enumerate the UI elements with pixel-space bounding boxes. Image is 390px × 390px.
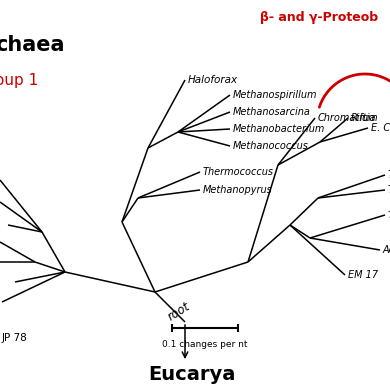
Text: Haloforax: Haloforax (188, 75, 238, 85)
Text: Methanobacterium: Methanobacterium (233, 124, 325, 134)
Text: Eucarya: Eucarya (148, 365, 236, 385)
Text: chaea: chaea (0, 35, 64, 55)
Text: Thermoto: Thermoto (388, 211, 390, 220)
Text: Methanosarcina: Methanosarcina (233, 107, 311, 117)
Text: oup 1: oup 1 (0, 73, 38, 87)
Text: Methanopyrus: Methanopyrus (203, 185, 273, 195)
Text: Methanococcus: Methanococcus (233, 141, 309, 151)
Text: Th: Th (388, 185, 390, 195)
Text: β- and γ-Proteob: β- and γ-Proteob (260, 11, 378, 25)
Text: root: root (165, 300, 192, 324)
Text: The: The (388, 170, 390, 180)
Text: Thermococcus: Thermococcus (203, 167, 274, 177)
Text: Methanospirillum: Methanospirillum (233, 90, 317, 100)
Text: EM 17: EM 17 (348, 270, 378, 280)
Text: JP 78: JP 78 (2, 333, 28, 343)
Text: Chromatium: Chromatium (318, 113, 379, 123)
Text: Riftia: Riftia (351, 113, 376, 123)
Text: 0.1 changes per nt: 0.1 changes per nt (162, 340, 248, 349)
Text: E. Coli: E. Coli (371, 123, 390, 133)
Text: Aquifex: Aquifex (383, 245, 390, 255)
